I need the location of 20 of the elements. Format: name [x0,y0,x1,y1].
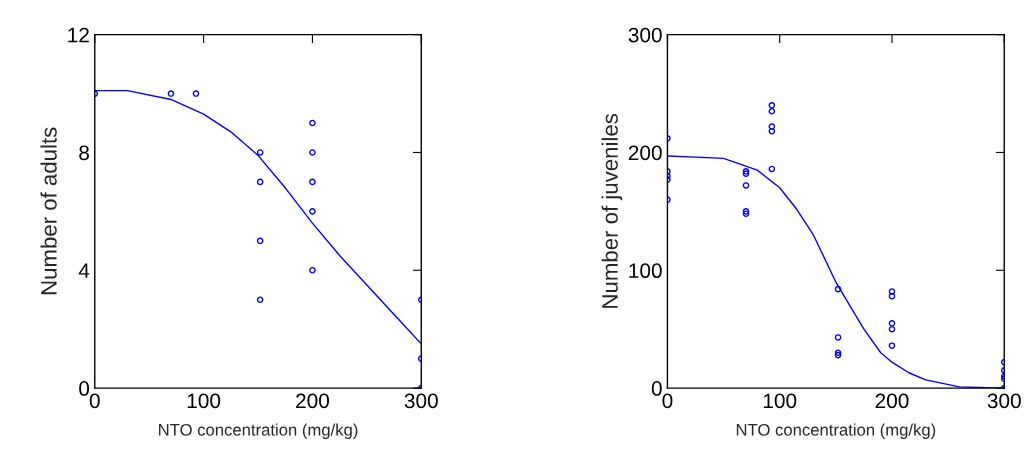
y-tick-label: 0 [79,381,90,396]
y-tick-label: 4 [78,263,90,278]
x-tick-label: 200 [875,393,909,409]
x-tick-label: 100 [187,393,221,409]
x-tick-label: 300 [987,393,1021,409]
x-tick-label: 300 [404,393,438,409]
y-axis-title: Number of juveniles [601,113,623,308]
x-tick-label: 0 [662,393,673,409]
x-tick-label: 0 [89,393,100,409]
x-axis-title: NTO concentration (mg/kg) [736,423,936,440]
y-tick-label: 300 [628,27,662,43]
y-tick-label: 12 [68,27,89,43]
x-tick-label: 200 [296,393,329,409]
y-tick-label: 8 [79,145,89,161]
y-tick-label: 100 [629,263,662,279]
y-tick-label: 200 [628,145,662,161]
y-tick-label: 0 [651,381,662,396]
y-axis-title: Number of adults [40,127,57,295]
x-tick-label: 100 [763,393,797,409]
x-axis-title: NTO concentration (mg/kg) [159,423,358,440]
